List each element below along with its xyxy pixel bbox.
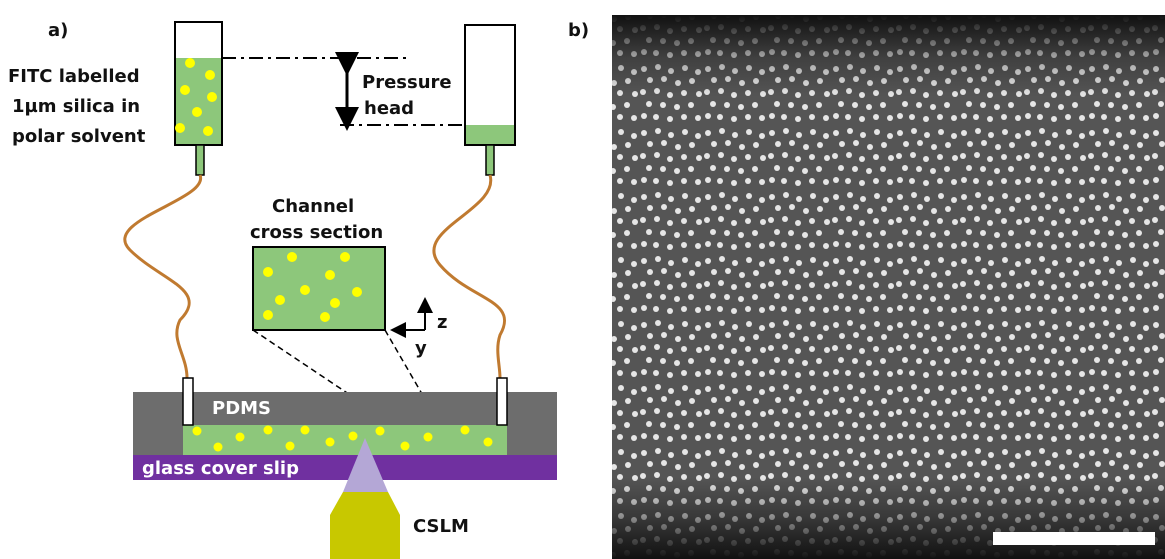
inset-title: cross section [250, 222, 383, 243]
sample-label: FITC labelled [8, 66, 140, 87]
objective [330, 492, 400, 559]
objective-label: CSLM [413, 516, 469, 537]
inset-title: Channel [272, 196, 354, 217]
axis-label: z [437, 312, 447, 333]
micrograph-shading [612, 15, 1165, 559]
tubing [125, 175, 201, 378]
needle [486, 145, 494, 175]
pdms-label: PDMS [212, 398, 271, 419]
sample-label: 1µm silica in [12, 96, 140, 117]
inset [253, 247, 385, 330]
axis-label: y [415, 338, 427, 359]
sample-label: polar solvent [12, 126, 146, 147]
needle [196, 145, 204, 175]
channel [183, 425, 507, 455]
panel-label: a) [48, 20, 68, 41]
port [183, 378, 193, 425]
pressure-label: head [364, 98, 414, 119]
scale-bar [993, 532, 1155, 545]
tubing [434, 175, 505, 378]
port [497, 378, 507, 425]
panel-label: b) [568, 20, 589, 41]
figure: a) FITC labelled 1µm silica in polar sol… [0, 0, 1165, 559]
glass-label: glass cover slip [142, 458, 299, 479]
pressure-label: Pressure [362, 72, 452, 93]
fluid [465, 125, 515, 145]
